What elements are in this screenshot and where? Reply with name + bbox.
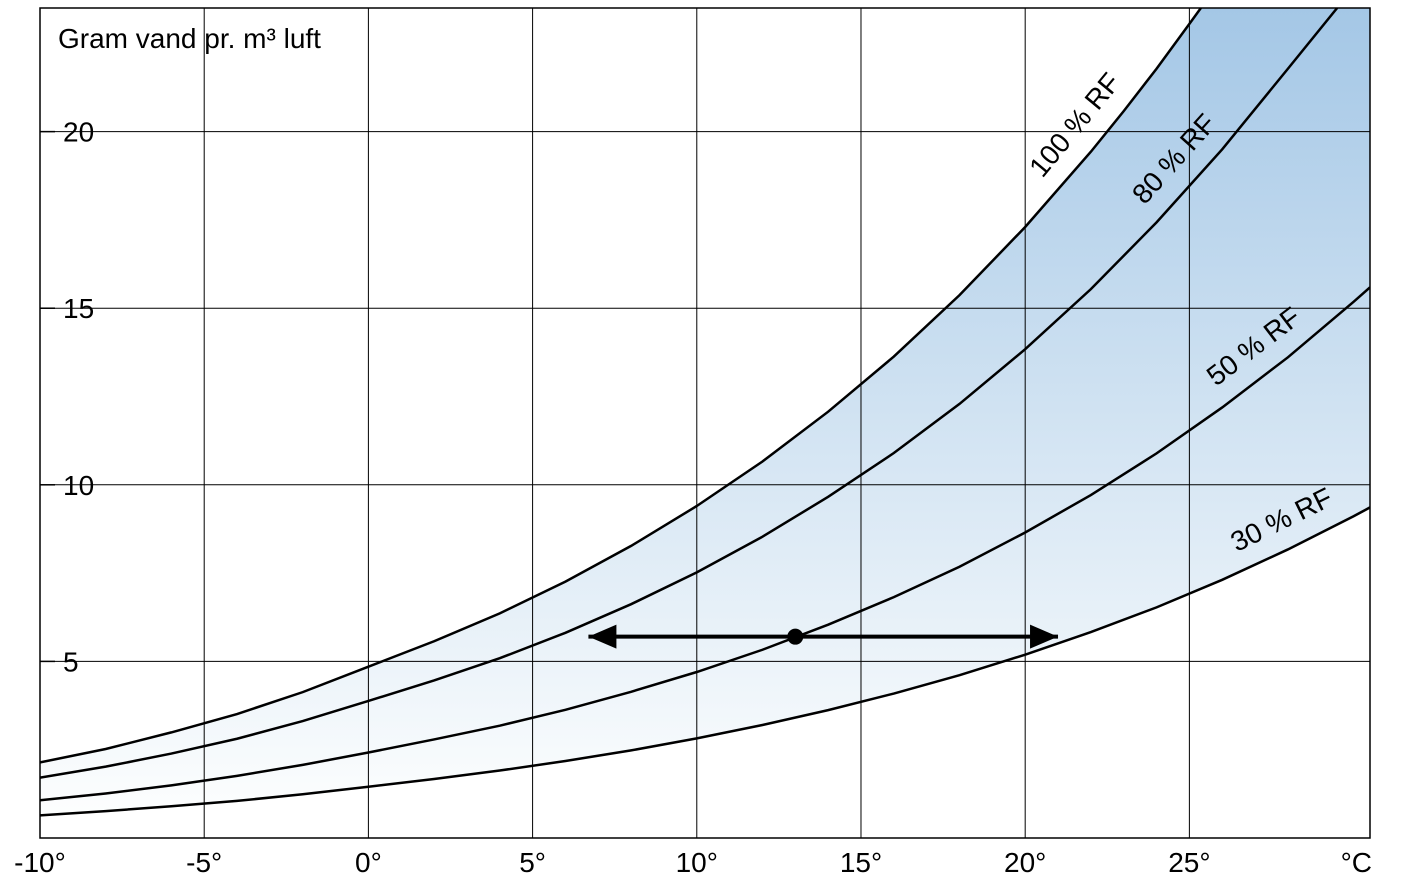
x-tick-label: -10°	[14, 847, 66, 878]
x-tick-label: 5°	[519, 847, 546, 878]
chart-title: Gram vand pr. m³ luft	[58, 23, 321, 54]
x-tick-label: 20°	[1004, 847, 1046, 878]
chart-svg: 5 10 15 20 -10° -5° 0° 5° 10° 15° 20° 25° °C Gram van…	[0, 0, 1414, 888]
y-tick-label: 20	[63, 117, 94, 148]
psychrometric-chart: 5 10 15 20 -10° -5° 0° 5° 10° 15° 20° 25° °C Gram van…	[0, 0, 1414, 888]
x-tick-label: 15°	[840, 847, 882, 878]
x-unit-label: °C	[1341, 847, 1372, 878]
y-tick-label: 10	[63, 470, 94, 501]
y-tick-label: 15	[63, 293, 94, 324]
x-tick-label: 10°	[676, 847, 718, 878]
x-tick-label: 25°	[1168, 847, 1210, 878]
y-tick-label: 5	[63, 646, 79, 677]
x-tick-label: 0°	[355, 847, 382, 878]
x-tick-label: -5°	[186, 847, 222, 878]
indicator-dot	[787, 629, 803, 645]
